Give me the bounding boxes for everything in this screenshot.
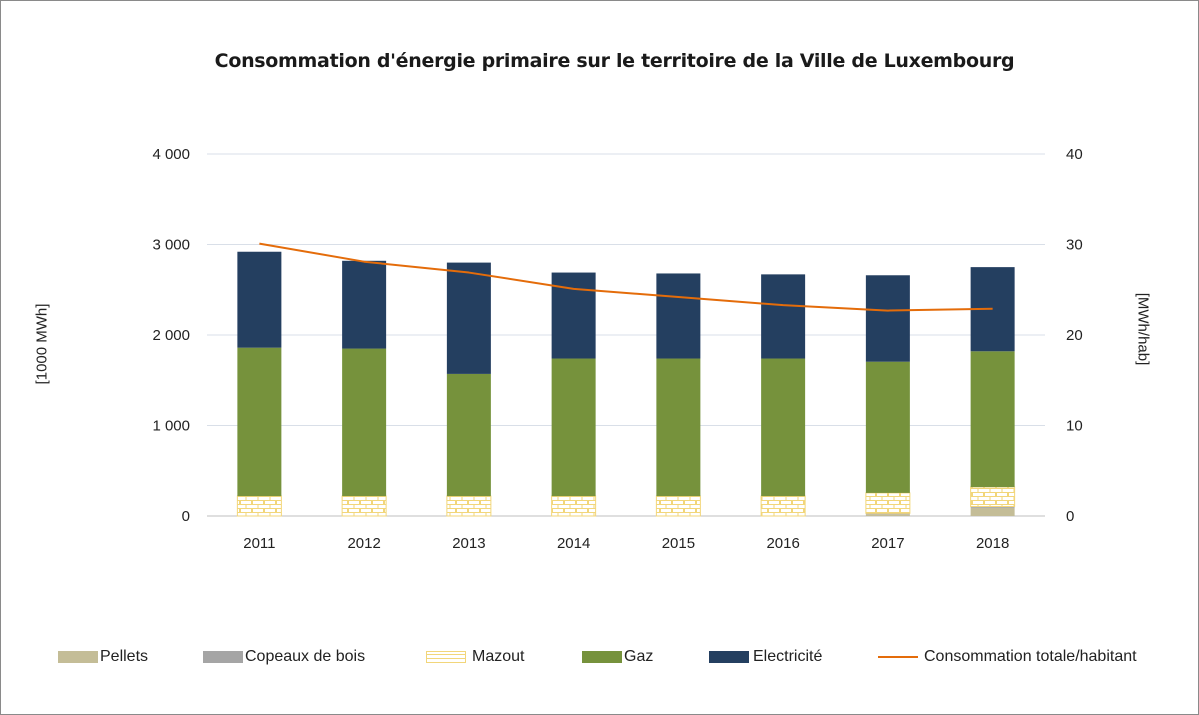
bar-mazout-2013 [446,495,492,517]
legend-label-mazout: Mazout [472,648,525,665]
legend-swatch-electricite [709,651,749,663]
legend-item-gaz: Gaz [582,646,653,668]
legend-swatch-pellets [58,651,98,663]
bar-mazout-2012 [341,495,387,517]
x-tick-label: 2017 [871,535,904,552]
bar-gaz-2016 [761,358,806,497]
bar-electricite-2016 [761,274,806,359]
legend-label-gaz: Gaz [624,648,654,665]
y-tick-label: 1 000 [152,418,190,435]
bar-mazout-2016 [760,495,806,517]
bar-copeaux-de-bois-2018 [970,506,1015,508]
bar-electricite-2011 [237,251,282,348]
bar-gaz-2015 [656,358,701,497]
x-tick-label: 2016 [766,535,799,552]
bar-mazout-2017 [865,492,911,514]
legend-item-pellets: Pellets [58,646,148,668]
legend-item-copeaux: Copeaux de bois [203,646,365,668]
legend-item-consommation: Consommation totale/habitant [878,646,1137,668]
y-tick-label: 3 000 [152,237,190,254]
bar-gaz-2013 [446,373,491,497]
y2-tick-label: 40 [1066,146,1083,163]
x-tick-label: 2015 [662,535,695,552]
bar-mazout-2011 [236,495,282,517]
bar-gaz-2011 [237,347,282,497]
legend-label-consommation: Consommation totale/habitant [924,648,1137,665]
bar-electricite-2012 [342,260,387,349]
y2-tick-label: 20 [1066,327,1083,344]
bar-pellets-2017 [865,514,910,516]
chart-title: Consommation d'énergie primaire sur le t… [214,50,1015,72]
bar-mazout-2015 [655,495,701,517]
bar-electricite-2013 [446,262,491,374]
bar-gaz-2018 [970,351,1015,488]
x-tick-label: 2011 [243,535,275,552]
y2-tick-label: 0 [1066,508,1074,525]
bar-mazout-2014 [551,495,597,517]
bar-pellets-2018 [970,507,1015,516]
y2-tick-label: 30 [1066,237,1083,254]
x-tick-label: 2012 [347,535,380,552]
legend-label-electricite: Electricité [753,648,823,665]
legend-swatch-gaz [582,651,622,663]
legend-swatch-mazout [426,651,466,663]
legend-swatch-copeaux [203,651,243,663]
y-tick-label: 2 000 [152,327,190,344]
y2-tick-label: 10 [1066,418,1083,435]
x-tick-label: 2018 [976,535,1009,552]
bar-gaz-2012 [342,348,387,497]
legend-label-copeaux: Copeaux de bois [245,648,366,665]
legend-item-mazout: Mazout [426,646,524,668]
bar-electricite-2017 [865,275,910,362]
y-tick-label: 0 [182,508,190,525]
bar-gaz-2017 [865,361,910,493]
legend-label-pellets: Pellets [100,648,149,665]
line-consommation-totale-habitant [259,242,993,312]
x-tick-label: 2014 [557,535,590,552]
legend-item-electricite: Electricité [709,646,822,668]
bar-gaz-2014 [551,358,596,497]
legend-swatch-consommation [878,656,918,658]
bar-electricite-2015 [656,273,701,359]
x-tick-label: 2013 [452,535,485,552]
y-tick-label: 4 000 [152,146,190,163]
bar-mazout-2018 [970,486,1016,507]
